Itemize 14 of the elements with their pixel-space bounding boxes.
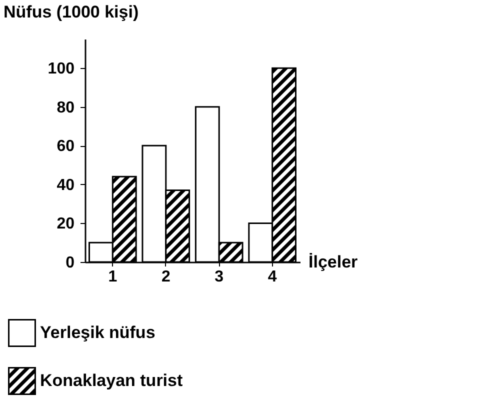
- y-tick-label: 20: [56, 216, 75, 233]
- legend-label: Konaklayan turist: [40, 371, 183, 390]
- y-tick-label: 60: [56, 138, 75, 156]
- y-tick-label: 80: [56, 99, 75, 116]
- x-tick-label: 3: [214, 268, 224, 286]
- x-tick-label: 1: [108, 268, 118, 286]
- y-tick-label: 40: [56, 176, 75, 194]
- y-tick-label: 100: [48, 60, 75, 78]
- y-axis-title: Nüfus (1000 kişi): [4, 2, 139, 22]
- x-tick-label: 4: [268, 268, 277, 286]
- x-axis-title: İlçeler: [308, 252, 358, 272]
- y-tick-label: 0: [66, 254, 75, 272]
- x-tick-label: 2: [161, 268, 170, 286]
- legend-label: Yerleşik nüfus: [40, 323, 156, 342]
